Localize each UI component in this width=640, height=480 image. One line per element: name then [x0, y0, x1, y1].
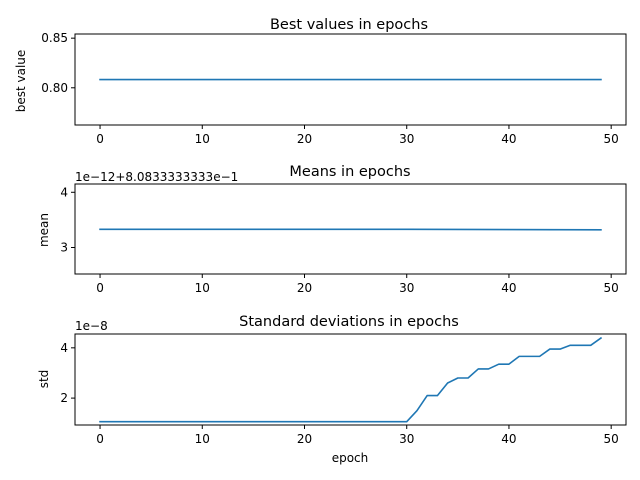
subplot-best-values: Best values in epochs best value 0 10 20 30… [14, 17, 627, 146]
x-tick-label: 20 [297, 281, 312, 295]
x-tick-label: 20 [297, 432, 312, 446]
y-axis-offset-text: 1e−8 [75, 319, 108, 333]
y-axis-offset-text: 1e−12+8.0833333333e−1 [75, 170, 238, 184]
x-tick-label: 30 [399, 432, 414, 446]
y-tick-label: 3 [60, 240, 68, 254]
y-tick-label: 4 [60, 341, 68, 355]
y-tick-label: 0.85 [41, 31, 68, 45]
y-tick-label: 4 [60, 185, 68, 199]
x-tick-label: 0 [96, 132, 104, 146]
x-tick-label: 30 [399, 132, 414, 146]
x-tick-label: 0 [96, 281, 104, 295]
x-tick-label: 0 [96, 432, 104, 446]
series-line [99, 336, 603, 423]
x-tick-label: 10 [195, 132, 210, 146]
chart-title: Means in epochs [289, 164, 410, 180]
y-tick-label: 0.80 [41, 81, 68, 95]
axes-frame [74, 33, 627, 126]
x-tick-label: 40 [501, 432, 516, 446]
y-axis-label: mean [37, 213, 51, 247]
subplot-std: Standard deviations in epochs 1e−8 std e… [37, 314, 627, 465]
x-axis-label: epoch [332, 451, 369, 465]
x-axis-ticks: 0 10 20 30 40 50 [96, 125, 619, 146]
x-tick-label: 50 [604, 132, 619, 146]
axes-frame [74, 333, 627, 426]
y-axis-ticks: 24 [60, 341, 75, 405]
series-line [99, 228, 602, 231]
y-axis-label: best value [14, 50, 28, 113]
chart-title: Standard deviations in epochs [239, 314, 459, 330]
x-tick-label: 50 [604, 432, 619, 446]
x-tick-label: 10 [195, 432, 210, 446]
x-tick-label: 20 [297, 132, 312, 146]
chart-title: Best values in epochs [270, 17, 428, 33]
x-tick-label: 50 [604, 281, 619, 295]
y-axis-ticks: 34 [60, 185, 75, 254]
x-tick-label: 40 [501, 132, 516, 146]
y-axis-ticks: 0.80 0.85 [41, 31, 75, 95]
y-axis-label: std [37, 370, 51, 389]
x-axis-ticks: 0 10 20 30 40 50 [96, 425, 619, 446]
x-axis-ticks: 0 10 20 30 40 50 [96, 274, 619, 295]
y-tick-label: 2 [60, 391, 68, 405]
x-tick-label: 30 [399, 281, 414, 295]
axes-frame [74, 183, 627, 275]
x-tick-label: 10 [195, 281, 210, 295]
subplot-means: Means in epochs 1e−12+8.0833333333e−1 me… [37, 164, 627, 295]
x-tick-label: 40 [501, 281, 516, 295]
